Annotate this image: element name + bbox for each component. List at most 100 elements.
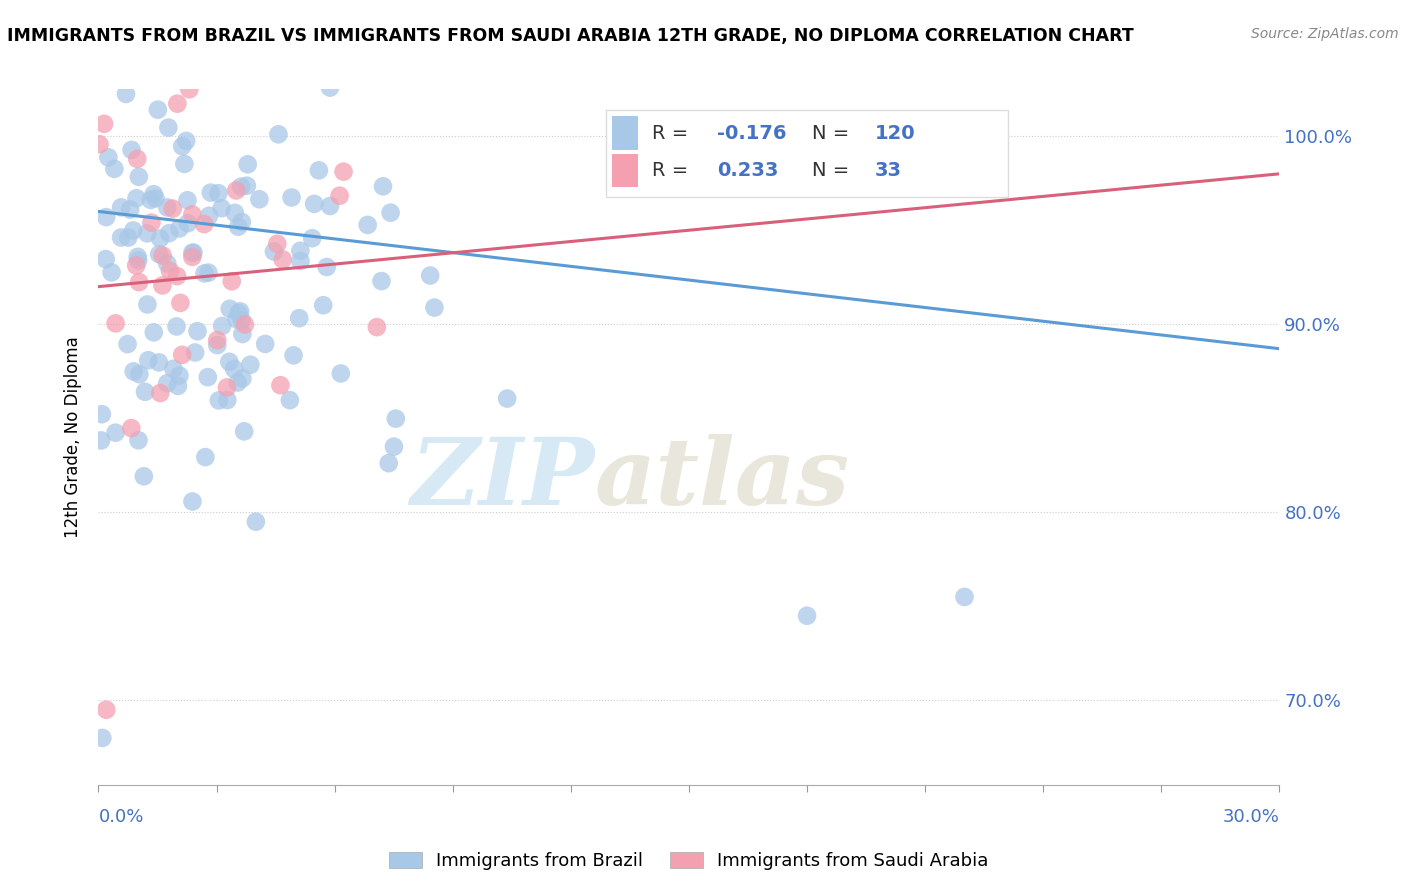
Point — [128, 169, 150, 184]
Point — [226, 376, 249, 390]
Point — [149, 231, 172, 245]
Point — [152, 278, 174, 293]
Point — [211, 201, 233, 215]
Point — [236, 157, 259, 171]
Point — [157, 120, 180, 135]
Point — [357, 218, 380, 232]
Point — [194, 450, 217, 464]
Point — [179, 82, 201, 96]
Point — [496, 392, 519, 406]
Point — [181, 245, 204, 260]
Point — [136, 297, 159, 311]
Text: -0.176: -0.176 — [717, 123, 787, 143]
Point — [122, 223, 145, 237]
FancyBboxPatch shape — [612, 154, 638, 187]
Point — [384, 411, 406, 425]
Point — [181, 250, 204, 264]
Point — [120, 202, 142, 217]
Point — [233, 425, 256, 439]
Point — [152, 248, 174, 262]
Text: N =: N = — [811, 161, 849, 180]
Point — [172, 139, 194, 153]
Point — [329, 367, 352, 381]
Point — [319, 199, 342, 213]
Point — [169, 368, 191, 383]
Point — [224, 362, 246, 376]
Text: 33: 33 — [875, 161, 901, 180]
Point — [162, 202, 184, 216]
Point — [290, 244, 312, 258]
Point — [181, 494, 204, 508]
Point — [228, 306, 250, 320]
Point — [315, 260, 337, 274]
Point — [148, 355, 170, 369]
Point — [419, 268, 441, 283]
Point — [245, 515, 267, 529]
Point — [231, 371, 253, 385]
Point — [218, 301, 240, 316]
Point — [89, 137, 111, 152]
Point — [301, 231, 323, 245]
Point — [224, 206, 246, 220]
Legend: Immigrants from Brazil, Immigrants from Saudi Arabia: Immigrants from Brazil, Immigrants from … — [389, 852, 988, 870]
Text: 0.233: 0.233 — [717, 161, 779, 180]
Point — [169, 296, 191, 310]
Point — [308, 163, 330, 178]
Point — [380, 205, 402, 219]
Point — [117, 337, 139, 351]
Point — [100, 265, 122, 279]
Point — [254, 337, 277, 351]
Point — [121, 143, 143, 157]
Point — [231, 215, 253, 229]
Point — [200, 186, 222, 200]
Point — [132, 469, 155, 483]
Point — [283, 348, 305, 362]
Point — [127, 434, 149, 448]
Point — [125, 191, 148, 205]
Point — [308, 0, 330, 2]
Point — [193, 266, 215, 280]
Point — [166, 269, 188, 284]
Point — [157, 226, 180, 240]
Point — [370, 274, 392, 288]
Point — [127, 253, 149, 268]
Point — [953, 590, 976, 604]
Point — [211, 318, 233, 333]
Point — [110, 200, 132, 214]
Point — [217, 392, 239, 407]
Point — [115, 87, 138, 101]
Point — [267, 128, 290, 142]
Point — [176, 194, 198, 208]
Point — [159, 264, 181, 278]
Point — [162, 361, 184, 376]
Point — [423, 301, 446, 315]
Point — [96, 210, 118, 224]
Point — [218, 355, 240, 369]
Point — [225, 184, 247, 198]
Point — [319, 80, 342, 95]
Point — [97, 150, 120, 164]
Point — [249, 192, 271, 206]
Text: R =: R = — [652, 161, 689, 180]
Point — [173, 157, 195, 171]
Point — [197, 266, 219, 280]
Point — [382, 440, 405, 454]
Point — [266, 236, 288, 251]
Y-axis label: 12th Grade, No Diploma: 12th Grade, No Diploma — [65, 336, 83, 538]
Point — [94, 252, 117, 267]
Point — [142, 326, 165, 340]
Point — [136, 227, 159, 241]
Point — [156, 201, 179, 215]
Point — [236, 178, 259, 193]
FancyBboxPatch shape — [612, 116, 638, 150]
Point — [156, 22, 179, 37]
Point — [141, 216, 163, 230]
Point — [215, 380, 238, 394]
Point — [148, 247, 170, 261]
Text: 30.0%: 30.0% — [1223, 807, 1279, 825]
Point — [96, 703, 118, 717]
Point — [104, 425, 127, 440]
Point — [280, 190, 302, 204]
Point — [186, 324, 208, 338]
Point — [134, 384, 156, 399]
